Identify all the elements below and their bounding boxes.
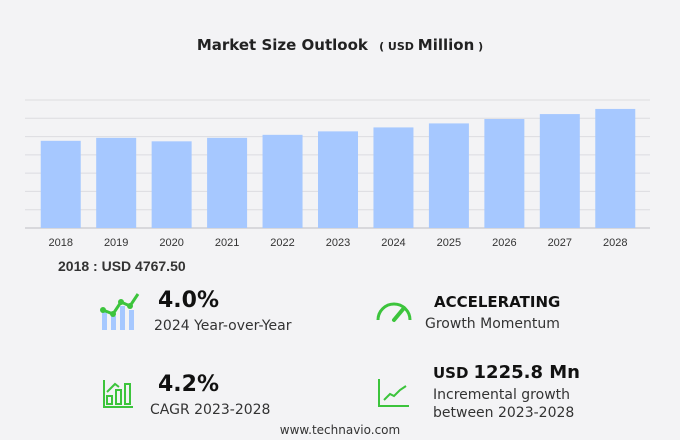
x-tick-label: 2021 (215, 237, 239, 249)
unit-label: ( USD Million ) (379, 36, 484, 54)
unit-suffix: ) (478, 40, 484, 53)
incremental-amount: 1225.8 Mn (473, 362, 580, 383)
bar-2020 (151, 141, 192, 228)
bar-2025 (428, 123, 469, 228)
x-tick-label: 2027 (548, 237, 572, 249)
incremental-label-period: between 2023-2028 (433, 405, 575, 421)
bar-2024 (373, 127, 414, 228)
incremental-prefix: USD (433, 364, 469, 382)
x-tick-label: 2028 (603, 237, 627, 249)
cagr-label: CAGR 2023-2028 (150, 402, 271, 418)
x-tick-label: 2023 (326, 237, 350, 249)
x-tick-label: 2024 (381, 237, 405, 249)
bar-2027 (539, 114, 580, 228)
x-tick-label: 2022 (270, 237, 294, 249)
footer-url: www.technavio.com (279, 423, 401, 437)
bar-2022 (262, 134, 303, 228)
bar-2018 (40, 140, 81, 228)
bar-chart: 2018 2019 2020 2021 2022 2023 2024 2025 2026 2027… (25, 99, 650, 249)
trend-line-icon (378, 379, 409, 407)
momentum-label: Growth Momentum (425, 316, 560, 332)
unit-prefix: ( USD (379, 40, 414, 53)
x-tick-label: 2019 (104, 237, 128, 249)
title-text: Market Size Outlook (196, 36, 368, 54)
bar-2019 (96, 137, 137, 228)
x-tick-label: 2026 (492, 237, 516, 249)
bar-2021 (207, 137, 248, 228)
bar-2028 (595, 108, 636, 228)
bar-line-growth-icon (100, 293, 140, 330)
x-tick-label: 2025 (437, 237, 461, 249)
chart-title: Market Size Outlook ( USD Million ) (0, 36, 680, 54)
unit-main: Million (417, 36, 475, 54)
speedometer-icon (376, 302, 412, 322)
base-year-value: 2018 : USD 4767.50 (58, 258, 186, 274)
bar-2026 (484, 119, 525, 228)
x-tick-label: 2020 (159, 237, 183, 249)
bar-chart-growth-icon (103, 380, 133, 408)
x-tick-label: 2018 (48, 237, 72, 249)
yoy-label: 2024 Year-over-Year (154, 318, 292, 334)
incremental-value: USD 1225.8 Mn (433, 362, 580, 383)
yoy-value: 4.0% (158, 288, 220, 313)
cagr-value: 4.2% (158, 372, 220, 397)
bar-2023 (318, 131, 358, 228)
incremental-label: Incremental growth (433, 387, 571, 403)
momentum-value: ACCELERATING (434, 293, 561, 311)
